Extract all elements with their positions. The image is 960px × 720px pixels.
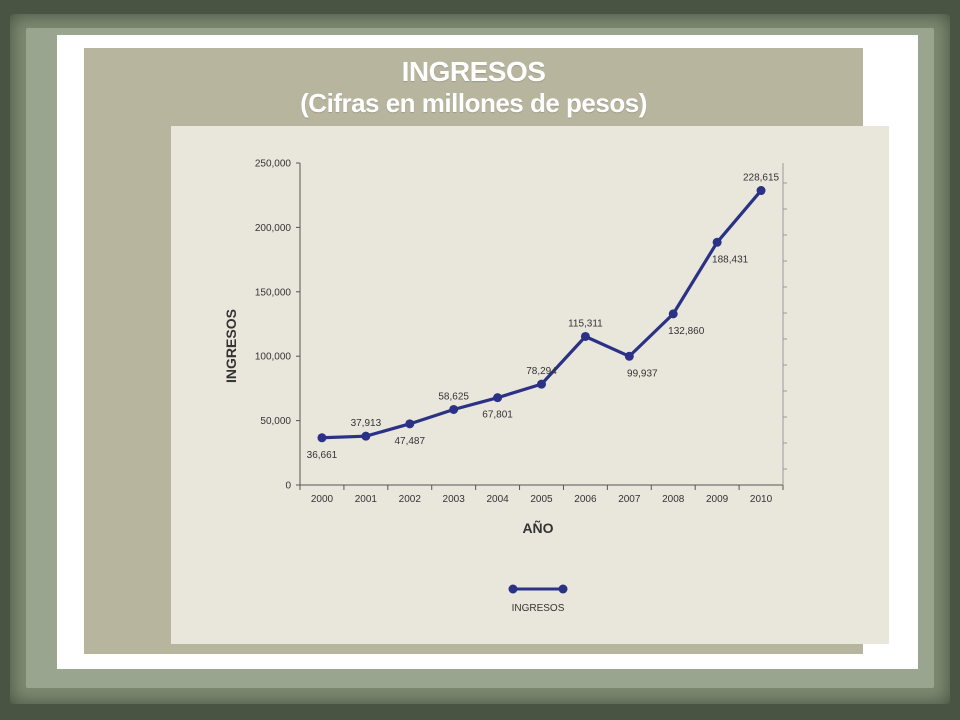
x-tick-label: 2000 <box>311 494 334 505</box>
data-label: 58,625 <box>438 391 469 402</box>
x-tick-label: 2009 <box>706 494 729 505</box>
data-label: 78,294 <box>526 366 557 377</box>
x-tick-label: 2006 <box>574 494 597 505</box>
y-axis-ticks: 0 50,000 100,000 150,000 200,000 250,000 <box>255 159 300 492</box>
data-point <box>405 419 415 429</box>
data-label: 47,487 <box>394 436 425 447</box>
legend-label: INGRESOS <box>512 603 565 614</box>
data-point <box>449 404 459 414</box>
data-label: 115,311 <box>568 318 603 329</box>
x-tick-label: 2002 <box>399 494 422 505</box>
x-tick-label: 2004 <box>486 494 509 505</box>
x-axis-ticks: 2000 2001 2002 2003 2004 2005 2006 2007 2008 2009… <box>299 485 784 505</box>
data-label: 36,661 <box>307 450 338 461</box>
x-tick-label: 2008 <box>662 494 685 505</box>
chart-subtitle: (Cifras en millones de pesos) <box>300 88 647 118</box>
legend-marker-left <box>508 584 518 594</box>
y-tick-label: 200,000 <box>255 223 292 234</box>
data-point <box>712 237 722 247</box>
data-label: 228,615 <box>743 173 780 184</box>
data-point <box>537 379 546 389</box>
data-point <box>668 309 678 319</box>
y-tick-label: 0 <box>285 481 291 492</box>
x-tick-label: 2005 <box>530 494 553 505</box>
data-labels: 36,661 37,913 47,487 58,625 67,801 78,294 115,… <box>307 173 780 461</box>
data-label: 67,801 <box>482 410 513 421</box>
data-point <box>580 331 590 341</box>
legend: INGRESOS <box>508 584 568 614</box>
y-tick-label: 100,000 <box>255 352 292 363</box>
data-point <box>624 351 634 361</box>
y-tick-label: 250,000 <box>255 159 292 170</box>
legend-marker-right <box>558 584 568 594</box>
series-line <box>321 189 763 440</box>
x-axis-label: AÑO <box>522 519 553 536</box>
x-tick-label: 2003 <box>443 494 466 505</box>
data-point <box>317 433 327 443</box>
x-tick-label: 2010 <box>750 494 773 505</box>
y-axis-label: INGRESOS <box>223 309 239 383</box>
data-label: 99,937 <box>627 368 658 379</box>
series-ingresos <box>317 186 766 443</box>
data-label: 188,431 <box>712 254 749 265</box>
data-point <box>493 393 503 403</box>
chart-panel <box>171 126 889 644</box>
x-tick-label: 2007 <box>618 494 641 505</box>
y-tick-label: 50,000 <box>260 416 291 427</box>
data-point <box>361 431 371 441</box>
chart-axes <box>299 163 787 486</box>
chart-title: INGRESOS <box>401 56 546 87</box>
data-point <box>756 186 766 196</box>
x-tick-label: 2001 <box>355 494 378 505</box>
y-tick-label: 150,000 <box>255 287 292 298</box>
data-label: 37,913 <box>351 418 382 429</box>
data-label: 132,860 <box>668 326 705 337</box>
